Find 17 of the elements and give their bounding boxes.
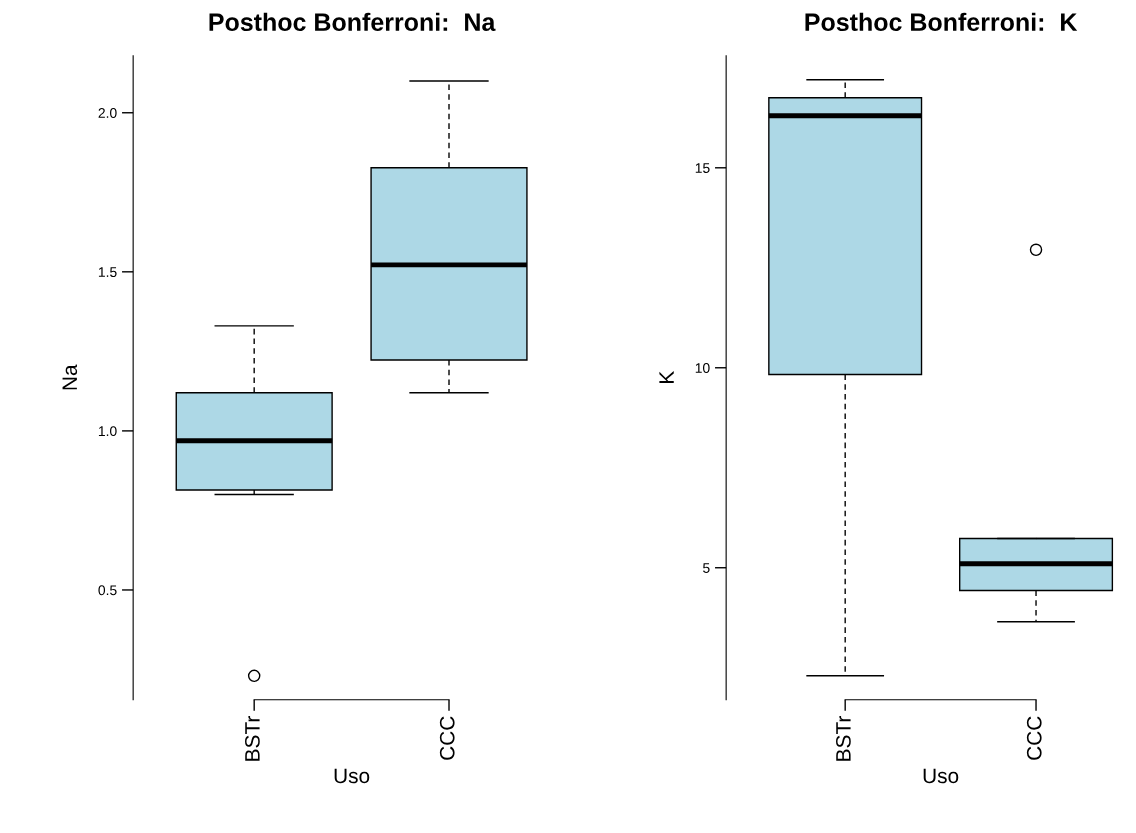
y-tick-label: 2.0 bbox=[98, 108, 117, 118]
x-tick-label: BSTr bbox=[245, 716, 260, 761]
chart-title: Posthoc Bonferroni: K bbox=[805, 12, 1078, 32]
x-tick-label: BSTr bbox=[836, 716, 851, 761]
y-tick-label: 15 bbox=[695, 163, 710, 173]
x-axis-title: Uso bbox=[334, 768, 370, 784]
chart-title: Posthoc Bonferroni: Na bbox=[209, 12, 496, 32]
x-tick-label: CCC bbox=[439, 716, 455, 760]
y-axis-title: Na bbox=[62, 364, 78, 390]
y-tick-label: 1.5 bbox=[98, 267, 117, 277]
y-tick-label: 10 bbox=[695, 363, 710, 373]
x-tick-label: CCC bbox=[1026, 716, 1042, 760]
x-axis-title: Uso bbox=[923, 768, 959, 784]
y-tick-label: 1.0 bbox=[98, 426, 117, 437]
y-tick-label: 5 bbox=[703, 563, 710, 573]
y-axis-title: K bbox=[659, 371, 674, 383]
y-tick-label: 0.5 bbox=[98, 585, 117, 596]
